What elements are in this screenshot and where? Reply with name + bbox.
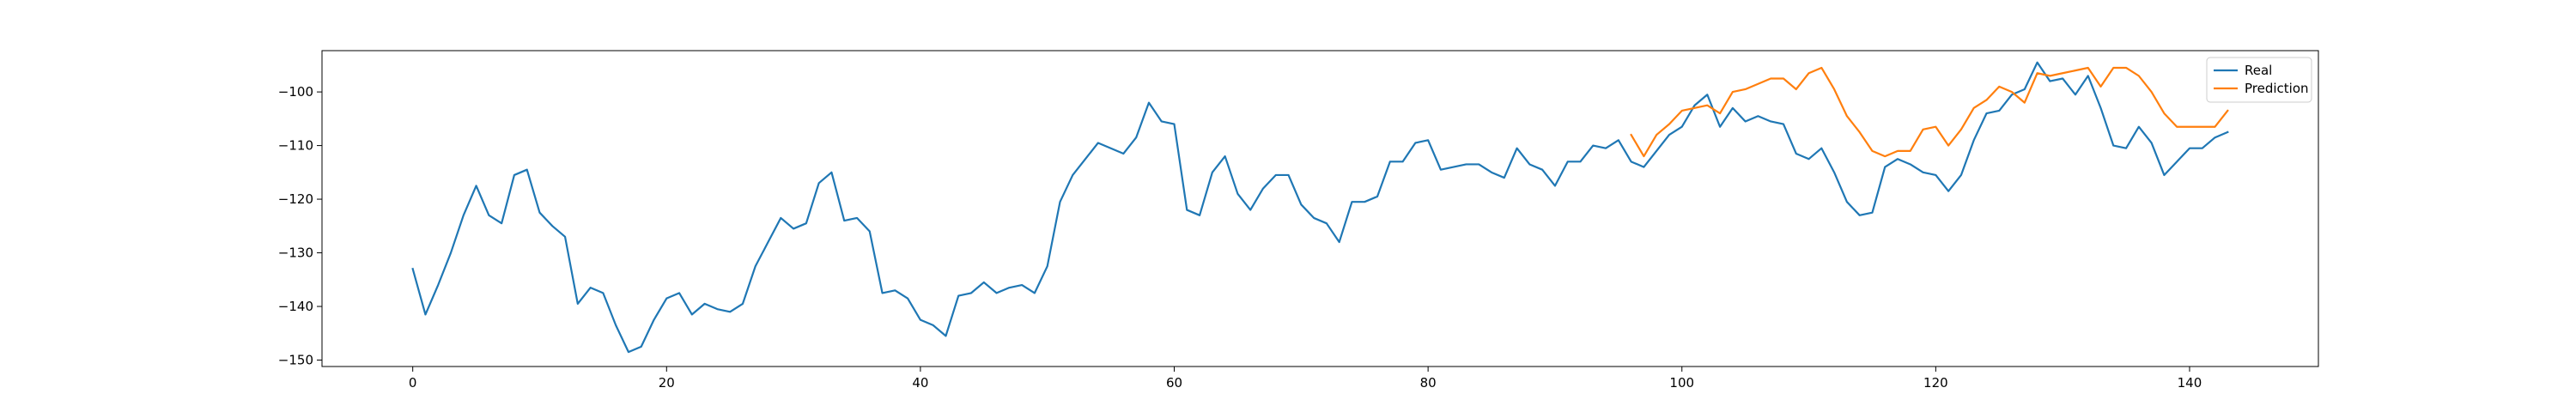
plot-frame	[321, 50, 2319, 367]
x-tick-label: 20	[659, 375, 675, 391]
x-tick-label: 0	[409, 375, 417, 391]
series-line-prediction	[1630, 66, 2229, 158]
legend-label-prediction: Prediction	[2245, 81, 2309, 96]
legend: Real Prediction	[2206, 57, 2312, 103]
plot-area	[411, 61, 2229, 354]
y-tick-label: −120	[278, 191, 313, 207]
x-tick-label: 120	[1923, 375, 1948, 391]
x-tick-label: 140	[2178, 375, 2202, 391]
legend-label-real: Real	[2245, 63, 2272, 78]
x-axis: 0 20 40 60 80 100 120 140	[409, 367, 2202, 391]
y-tick-label: −100	[278, 84, 313, 100]
x-tick-label: 80	[1420, 375, 1437, 391]
y-tick-label: −140	[278, 299, 313, 314]
x-tick-label: 40	[912, 375, 928, 391]
x-tick-label: 100	[1669, 375, 1694, 391]
series-line-real	[411, 61, 2229, 354]
x-tick-label: 60	[1166, 375, 1182, 391]
y-tick-label: −150	[278, 353, 313, 368]
y-tick-label: −130	[278, 245, 313, 261]
y-tick-label: −110	[278, 138, 313, 154]
y-axis: −150 −140 −130 −120 −110 −100	[278, 84, 322, 368]
legend-box	[2206, 57, 2312, 103]
